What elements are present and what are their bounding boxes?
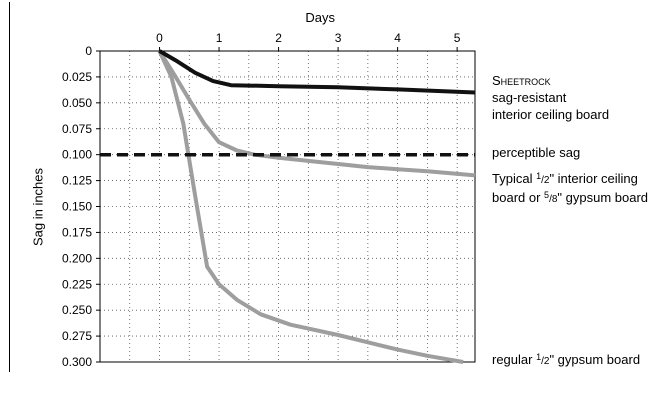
y-tick-label: 0.075: [62, 122, 92, 136]
series-lines: [100, 49, 476, 364]
y-tick-label: 0: [85, 44, 92, 58]
x-tick-label: 1: [216, 31, 223, 45]
x-axis-ticks: 0 1 2 3 4 5: [156, 31, 461, 51]
sheetrock-line-2: sag-resistant: [492, 90, 567, 105]
y-tick-label: 0.125: [62, 174, 92, 188]
left-margin-rule: [9, 2, 10, 372]
y-tick-label: 0.300: [62, 355, 92, 369]
x-tick-label: 0: [156, 31, 163, 45]
regular-board-annotation: regular 1/2" gypsum board: [492, 352, 641, 367]
x-tick-label: 5: [454, 31, 461, 45]
y-tick-label: 0.250: [62, 303, 92, 317]
y-tick-label: 0.050: [62, 96, 92, 110]
sheetrock-annotation: Sheetrock sag-resistant interior ceiling…: [492, 72, 609, 123]
typical-line-2: board or 5/8" gypsum board: [492, 190, 649, 205]
perceptible-sag-label: perceptible sag: [492, 145, 581, 160]
sheetrock-brand-label: Sheetrock: [492, 73, 551, 88]
y-tick-label: 0.100: [62, 148, 92, 162]
x-tick-label: 2: [275, 31, 282, 45]
x-axis-title: Days: [305, 10, 335, 25]
y-tick-label: 0.275: [62, 329, 92, 343]
y-tick-label: 0.225: [62, 277, 92, 291]
typical-board-annotation: Typical 1/2" interior ceiling board or 5…: [492, 170, 648, 208]
x-tick-label: 3: [335, 31, 342, 45]
typical-board-line: [157, 49, 476, 178]
y-axis-ticks: 0 0.025 0.050 0.075 0.100 0.125 0.150 0.175 0.20…: [62, 44, 100, 369]
x-tick-label: 4: [394, 31, 401, 45]
grid: [100, 51, 475, 362]
sheetrock-line-3: interior ceiling board: [492, 107, 610, 122]
y-tick-label: 0.150: [62, 200, 92, 214]
y-tick-label: 0.200: [62, 251, 92, 265]
sheetrock-sag-resistant-line: [158, 49, 476, 95]
y-tick-label: 0.025: [62, 70, 92, 84]
regular-board-line: [157, 50, 464, 364]
y-tick-label: 0.175: [62, 225, 92, 239]
y-axis-title: Sag in inches: [30, 167, 46, 246]
typical-line-1: Typical 1/2" interior ceiling: [492, 171, 638, 186]
